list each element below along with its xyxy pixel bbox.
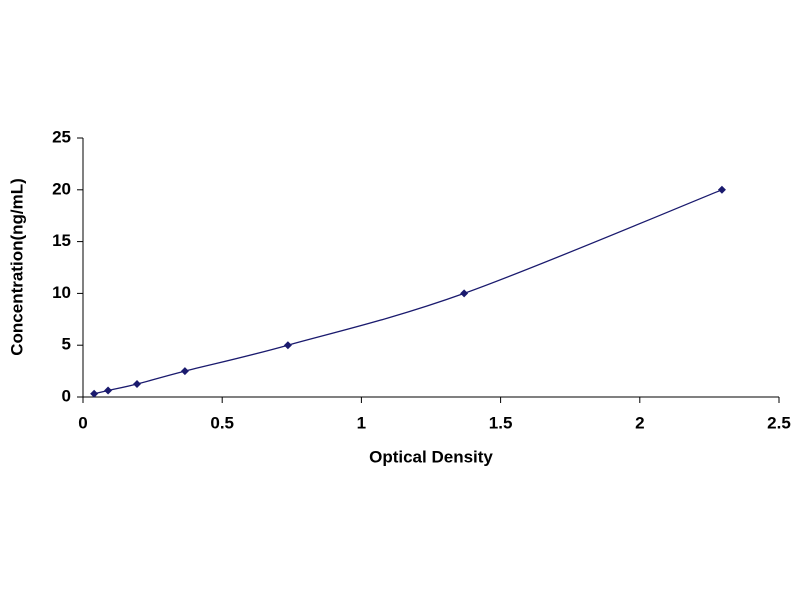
x-tick-label: 2.5 (767, 413, 791, 432)
x-tick-label: 0 (78, 413, 87, 432)
y-tick-label: 25 (52, 127, 71, 146)
y-tick-label: 20 (52, 179, 71, 198)
x-tick-label: 0.5 (210, 413, 234, 432)
marker (717, 185, 726, 194)
y-tick-label: 15 (52, 231, 71, 250)
x-tick-label: 1 (357, 413, 366, 432)
curve (93, 189, 723, 395)
y-axis-title: Concentration(ng/mL) (7, 178, 26, 356)
marker (133, 380, 142, 389)
x-tick-label: 1.5 (489, 413, 513, 432)
x-axis-title: Optical Density (369, 447, 493, 466)
x-tick-label: 2 (635, 413, 644, 432)
y-tick-label: 0 (62, 386, 71, 405)
y-tick-label: 5 (62, 335, 71, 354)
marker (460, 289, 469, 298)
marker (180, 367, 189, 376)
y-tick-label: 10 (52, 283, 71, 302)
marker (104, 386, 113, 395)
marker (90, 389, 99, 398)
marker (283, 341, 292, 350)
